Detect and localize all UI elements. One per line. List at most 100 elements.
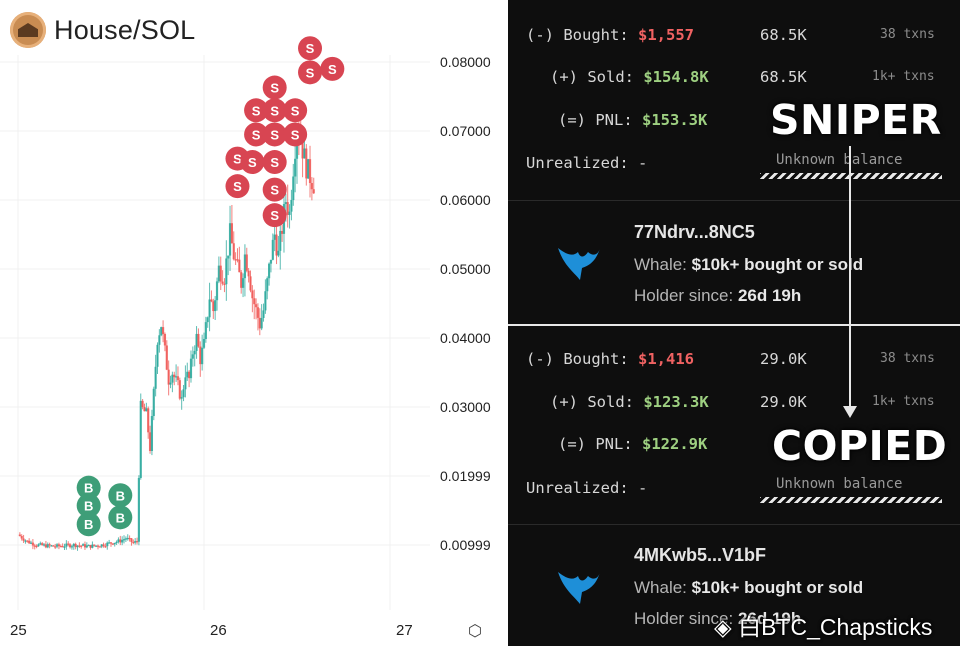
candle-body	[91, 544, 94, 548]
candle-body	[109, 542, 113, 544]
sell-marker-text: S	[233, 179, 242, 194]
sell-marker[interactable]: S	[244, 122, 269, 147]
candle-body	[87, 544, 90, 547]
candle-body	[83, 544, 87, 548]
candle-body	[234, 259, 237, 261]
pnl-row: (=) PNL: $153.3K	[558, 111, 707, 129]
whale-text: $10k+ bought or sold	[691, 255, 864, 274]
bought-txns: 38 txns	[880, 351, 935, 366]
candle-body	[227, 255, 230, 259]
candle-body	[188, 371, 191, 379]
candle-body	[277, 250, 280, 256]
divider	[508, 200, 960, 201]
sell-marker-circle	[283, 98, 308, 123]
wallet-comparison-panel: (-) Bought: $1,557 68.5K 38 txns (+) Sol…	[508, 0, 960, 646]
whale-tail-icon	[554, 566, 604, 606]
y-tick-label: 0.07000	[440, 123, 491, 139]
sell-marker-circle	[298, 36, 323, 61]
candle-body	[225, 258, 228, 285]
wallet-address[interactable]: 4MKwb5...V1bF	[634, 545, 767, 565]
y-tick-label: 0.03000	[440, 399, 491, 415]
sell-marker-circle	[262, 150, 287, 175]
candle-body	[122, 539, 126, 541]
balance-label: Unknown balance	[776, 152, 903, 168]
candle-body	[29, 542, 33, 544]
candle-body	[243, 254, 247, 279]
sell-marker[interactable]: S	[283, 98, 308, 123]
candle-body	[115, 541, 118, 544]
buy-marker[interactable]: B	[76, 493, 101, 518]
candle-body	[48, 544, 51, 546]
sold-value: $154.8K	[643, 68, 709, 86]
chart-settings-icon[interactable]: ⬡	[468, 623, 482, 640]
candle-body	[85, 545, 88, 548]
sell-marker[interactable]: S	[283, 122, 308, 147]
sell-marker-circle	[262, 75, 287, 100]
candle-body	[126, 537, 129, 540]
buy-marker-circle	[76, 475, 101, 500]
candle-body	[163, 333, 167, 346]
candle-body	[31, 542, 34, 546]
candle-body	[111, 543, 114, 545]
candle-body	[61, 546, 64, 548]
candle-body	[82, 544, 85, 546]
candle-body	[135, 541, 139, 543]
pnl-value: $122.9K	[642, 435, 708, 453]
candle-body	[50, 545, 53, 547]
candle-body	[70, 546, 74, 548]
house-token-logo-icon	[10, 12, 46, 48]
candle-body	[247, 270, 250, 277]
sell-marker[interactable]: S	[298, 60, 323, 85]
buy-marker[interactable]: B	[76, 475, 101, 500]
candle-body	[108, 542, 111, 544]
unrealized-row: Unrealized: -	[526, 154, 647, 172]
candle-body	[180, 397, 183, 399]
sell-marker-text: S	[233, 152, 242, 167]
buy-marker[interactable]: B	[108, 483, 133, 508]
candle-body	[156, 344, 159, 367]
sell-marker[interactable]: S	[262, 122, 287, 147]
candle-body	[35, 545, 38, 548]
buy-marker[interactable]: B	[108, 505, 133, 530]
arrow-line	[849, 146, 851, 408]
sell-marker[interactable]: S	[262, 203, 287, 228]
sell-marker[interactable]: S	[320, 56, 345, 81]
candle-body	[210, 299, 213, 302]
candle-body	[273, 234, 276, 240]
sell-marker[interactable]: S	[262, 75, 287, 100]
candle-body	[104, 546, 107, 548]
candle-body	[37, 544, 40, 547]
candle-body	[310, 183, 313, 190]
sell-marker[interactable]: S	[240, 150, 265, 175]
whale-text: $10k+ bought or sold	[691, 578, 864, 597]
y-tick-label: 0.04000	[440, 330, 491, 346]
candle-body	[256, 307, 260, 318]
sell-marker[interactable]: S	[262, 98, 287, 123]
sell-marker-circle	[262, 122, 287, 147]
buy-marker-circle	[76, 512, 101, 537]
sell-marker[interactable]: S	[298, 36, 323, 61]
wallet-address[interactable]: 77Ndrv...8NC5	[634, 222, 755, 242]
candle-body	[301, 140, 304, 159]
sell-marker[interactable]: S	[262, 177, 287, 202]
candle-body	[68, 544, 72, 548]
candle-body	[271, 239, 274, 260]
candle-body	[221, 281, 224, 284]
candle-body	[145, 408, 148, 412]
candle-body	[98, 546, 101, 548]
candle-body	[59, 546, 62, 548]
candle-body	[286, 202, 289, 215]
candle-body	[258, 317, 261, 329]
buy-marker[interactable]: B	[76, 512, 101, 537]
candle-body	[74, 543, 77, 548]
sell-marker-circle	[262, 203, 287, 228]
sell-marker[interactable]: S	[225, 174, 250, 199]
sell-marker[interactable]: S	[244, 98, 269, 123]
candle-body	[33, 545, 36, 547]
candle-body	[141, 400, 144, 408]
bought-value: $1,557	[638, 26, 694, 44]
candle-body	[208, 299, 211, 318]
sell-marker[interactable]: S	[262, 150, 287, 175]
candle-body	[160, 327, 163, 336]
